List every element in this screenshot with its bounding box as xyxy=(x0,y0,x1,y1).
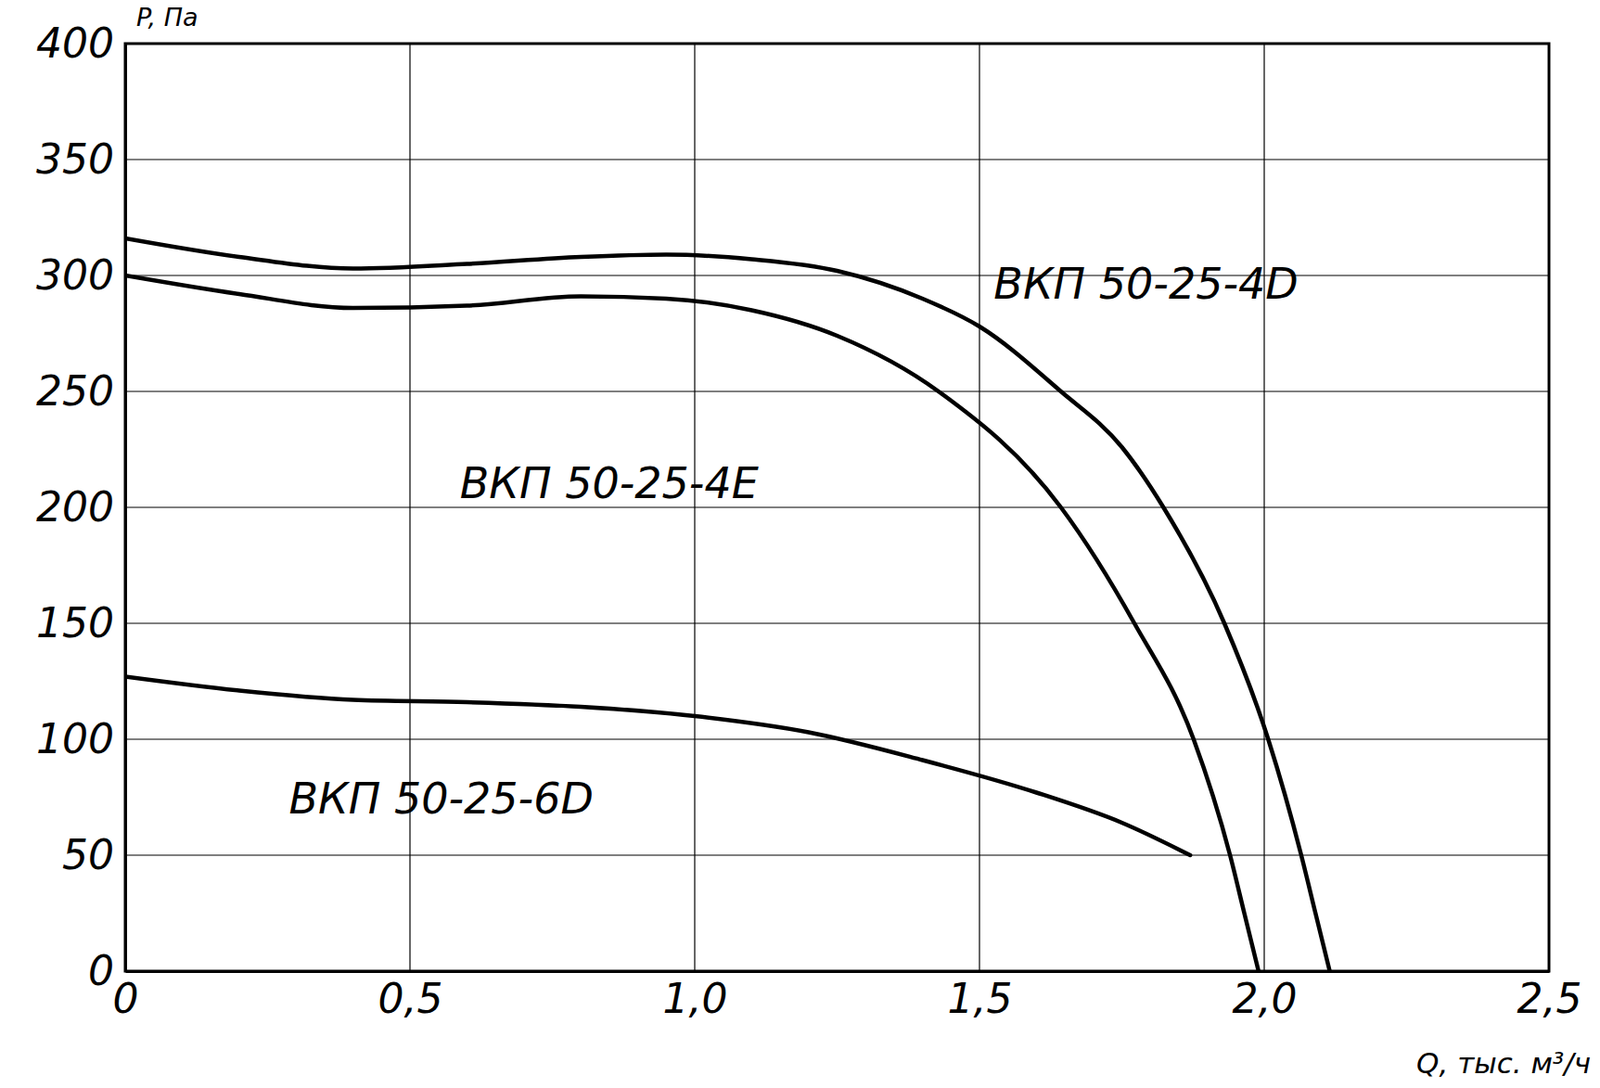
x-axis: 0 0,5 1,0 1,5 2,0 2,5 xyxy=(113,971,1583,1023)
y-axis: 0 50 100 150 200 250 300 350 400 xyxy=(36,19,126,995)
grid-line-y xyxy=(125,274,1549,276)
grid xyxy=(125,43,1549,972)
tick: 50 xyxy=(62,831,126,879)
tick: 2,0 xyxy=(1232,971,1298,1023)
tick: 0 xyxy=(88,947,126,995)
tick-label: 50 xyxy=(62,831,115,879)
tick: 150 xyxy=(36,599,126,647)
axis-line xyxy=(124,44,128,973)
tick-label: 200 xyxy=(36,483,115,531)
tick: 1,0 xyxy=(663,971,729,1023)
grid-line-y xyxy=(125,390,1549,392)
chart: 0 0,5 1,0 1,5 2,0 2,5 0 50 100 150 200 250 300 350 400… xyxy=(0,0,1600,1088)
tick: 0 xyxy=(113,971,140,1023)
series-line xyxy=(125,238,1331,972)
tick-label: 0,5 xyxy=(378,974,444,1023)
tick: 0,5 xyxy=(378,971,444,1023)
series-line xyxy=(125,677,1191,857)
grid-line-y xyxy=(125,158,1549,160)
tick-label: 2,0 xyxy=(1232,974,1298,1023)
tick: 2,5 xyxy=(1517,971,1583,1023)
tick-label: 0 xyxy=(88,947,115,995)
tick-label: 0 xyxy=(113,974,140,1023)
tick: 350 xyxy=(36,135,126,183)
tick-label: 100 xyxy=(36,715,115,763)
tick-label: 300 xyxy=(36,251,115,299)
grid-line-y xyxy=(125,506,1549,508)
tick-label: 1,0 xyxy=(663,974,729,1023)
tick: 400 xyxy=(36,19,126,67)
tick: 1,5 xyxy=(947,971,1013,1023)
tick: 200 xyxy=(36,483,126,531)
tick-label: 400 xyxy=(36,19,115,67)
axis-line xyxy=(126,970,1550,973)
grid-line-y xyxy=(125,854,1549,856)
series-label: ВКП 50-25-4E xyxy=(460,458,759,509)
tick-label: 350 xyxy=(36,135,115,183)
series-label: ВКП 50-25-4D xyxy=(993,258,1298,309)
tick-label: 1,5 xyxy=(947,974,1013,1023)
tick-label: 250 xyxy=(36,367,115,415)
y-axis-title: P, Па xyxy=(136,2,199,32)
grid-line-x xyxy=(124,43,126,972)
tick: 250 xyxy=(36,367,126,415)
plot: 0 0,5 1,0 1,5 2,0 2,5 0 50 100 150 200 250 300 350 400… xyxy=(36,19,1582,1024)
series-lines xyxy=(125,238,1331,972)
series-label: ВКП 50-25-6D xyxy=(289,773,594,824)
grid-line-y xyxy=(125,622,1549,624)
tick-label: 150 xyxy=(36,599,115,647)
tick: 300 xyxy=(36,251,126,299)
tick-label: 2,5 xyxy=(1517,974,1583,1023)
x-axis-title: Q, тыс. м³/ч xyxy=(1416,1046,1591,1080)
series-line xyxy=(125,275,1259,972)
plot-frame xyxy=(125,43,1549,972)
tick: 100 xyxy=(36,715,126,763)
grid-line-y xyxy=(125,970,1549,972)
